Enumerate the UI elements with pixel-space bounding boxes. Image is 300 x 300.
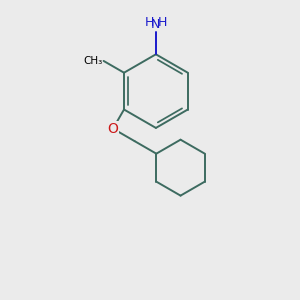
Text: O: O bbox=[107, 122, 118, 136]
Text: CH₃: CH₃ bbox=[83, 56, 102, 66]
Text: N: N bbox=[151, 18, 160, 31]
Text: H: H bbox=[158, 16, 167, 29]
Text: H: H bbox=[145, 16, 154, 29]
